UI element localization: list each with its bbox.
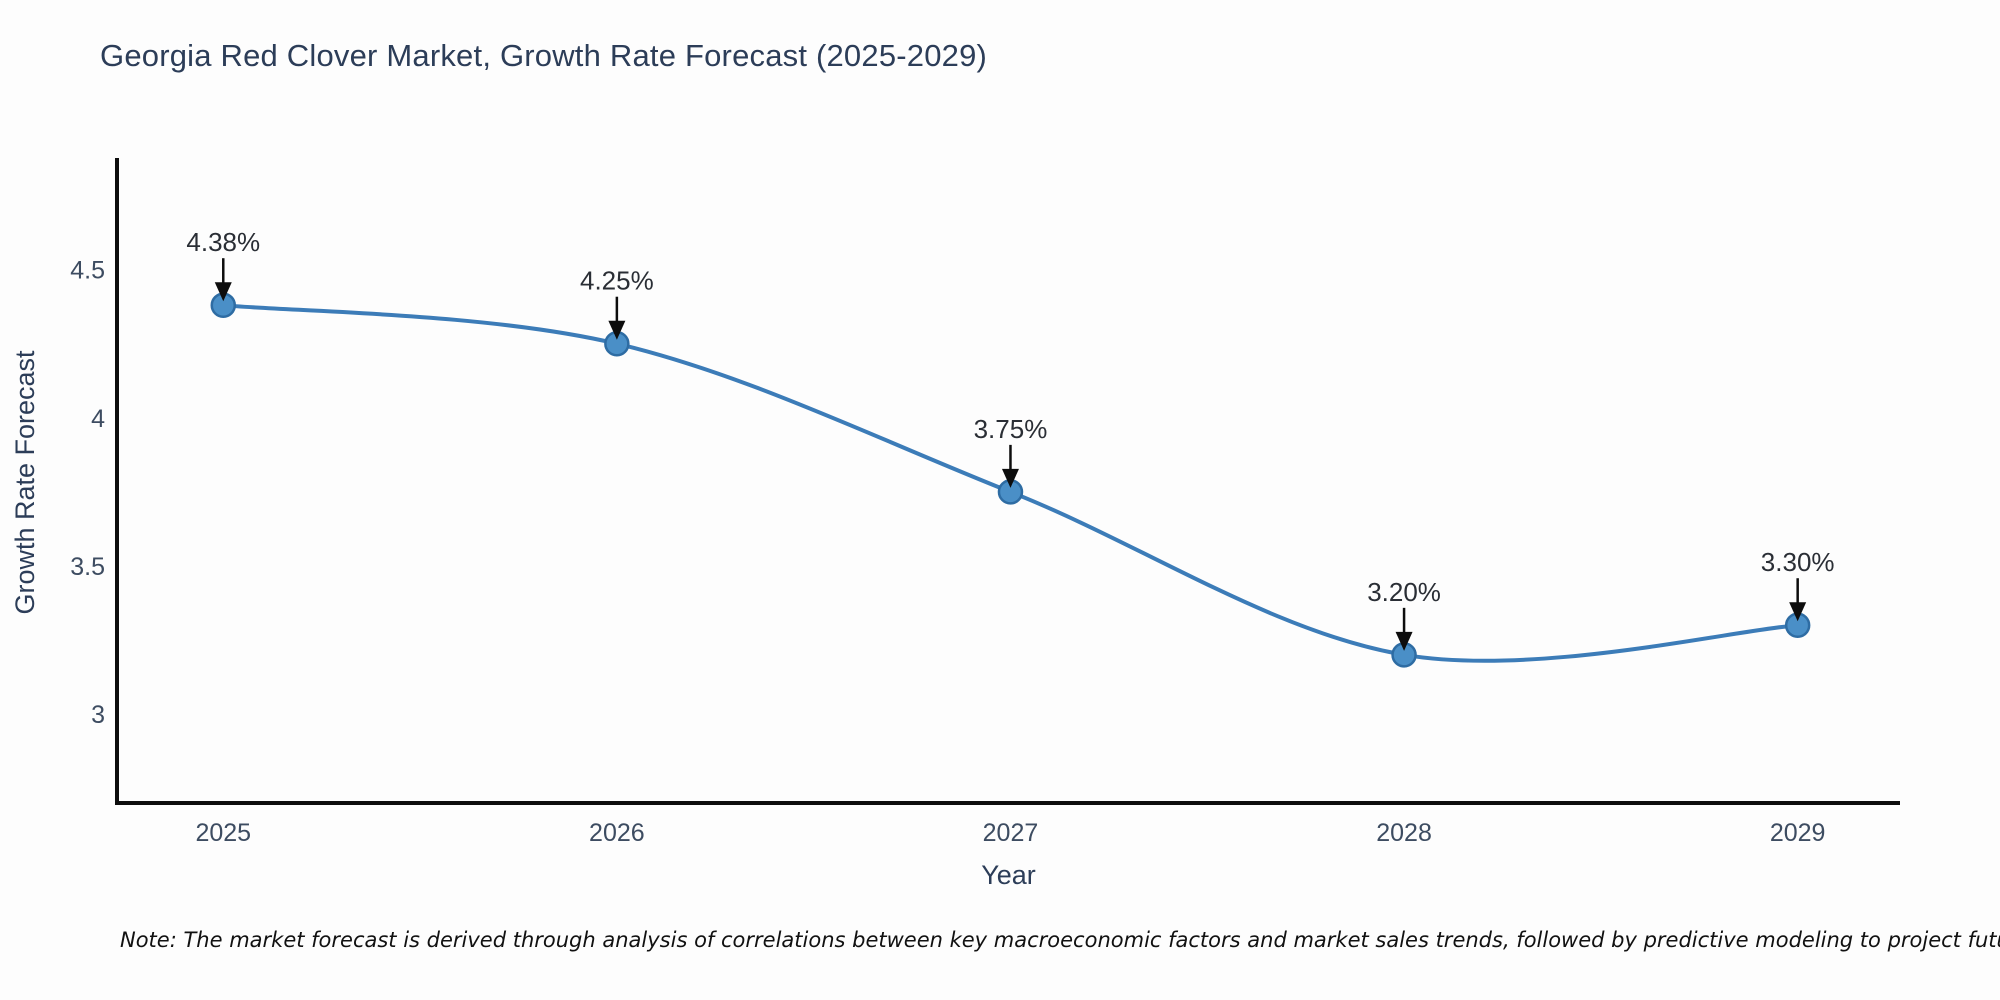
y-tick-label: 4 <box>91 405 105 433</box>
y-tick-label: 4.5 <box>70 257 105 285</box>
data-point-label: 3.75% <box>974 414 1048 444</box>
x-tick-label: 2028 <box>1376 819 1432 847</box>
annotation-arrow-head <box>1001 468 1019 488</box>
y-tick-label: 3 <box>91 701 105 729</box>
x-tick-label: 2029 <box>1770 819 1826 847</box>
y-tick-label: 3.5 <box>70 553 105 581</box>
y-axis-title: Growth Rate Forecast <box>10 350 40 615</box>
chart-title: Georgia Red Clover Market, Growth Rate F… <box>100 38 988 73</box>
x-tick-label: 2027 <box>983 819 1039 847</box>
annotation-arrow-head <box>1789 602 1807 622</box>
data-point-label: 4.25% <box>580 266 654 296</box>
annotation-arrow-head <box>214 282 232 302</box>
footnote: Note: The market forecast is derived thr… <box>120 928 2000 952</box>
x-tick-label: 2026 <box>589 819 645 847</box>
data-point-label: 4.38% <box>186 227 260 257</box>
annotation-arrow-head <box>608 320 626 340</box>
x-axis-title: Year <box>981 860 1036 890</box>
x-tick-label: 2025 <box>195 819 251 847</box>
data-point-label: 3.20% <box>1367 577 1441 607</box>
annotation-arrow-head <box>1395 631 1413 651</box>
data-point-label: 3.30% <box>1761 547 1835 577</box>
